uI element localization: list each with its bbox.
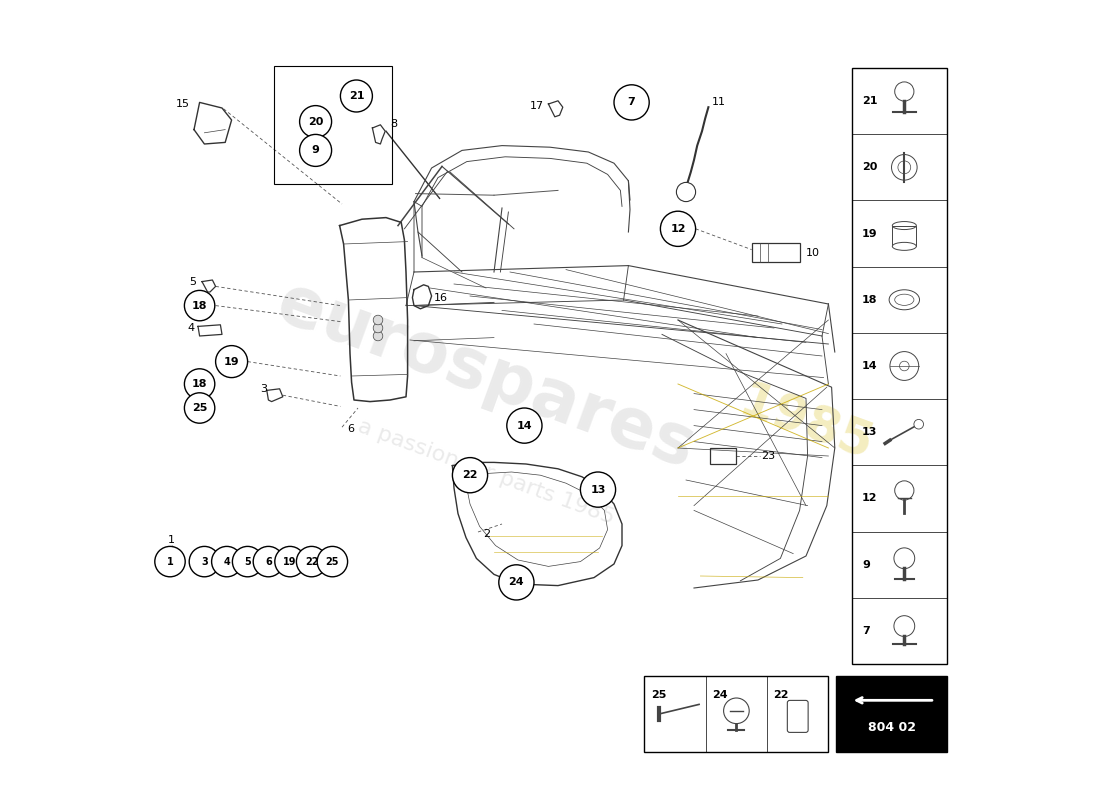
Text: 7: 7: [862, 626, 870, 636]
Text: 10: 10: [806, 248, 820, 258]
Text: 23: 23: [761, 451, 776, 461]
Circle shape: [185, 290, 214, 321]
Text: 24: 24: [508, 578, 525, 587]
Text: 4: 4: [223, 557, 230, 566]
Text: 2: 2: [483, 530, 490, 539]
Circle shape: [275, 546, 305, 577]
Circle shape: [890, 351, 918, 380]
Text: 12: 12: [670, 224, 685, 234]
Ellipse shape: [894, 294, 914, 306]
Text: 22: 22: [462, 470, 477, 480]
Circle shape: [498, 565, 534, 600]
Circle shape: [216, 346, 248, 378]
Text: 25: 25: [326, 557, 339, 566]
Circle shape: [373, 323, 383, 333]
Text: 4: 4: [188, 323, 195, 333]
Ellipse shape: [889, 290, 920, 310]
Text: 8: 8: [390, 119, 397, 129]
Text: 25: 25: [191, 403, 207, 413]
Circle shape: [914, 419, 924, 429]
Circle shape: [296, 546, 327, 577]
Circle shape: [155, 546, 185, 577]
Circle shape: [185, 369, 214, 399]
Text: 16: 16: [434, 293, 448, 302]
Text: 9: 9: [862, 560, 870, 570]
Circle shape: [900, 362, 909, 371]
Circle shape: [189, 546, 220, 577]
Circle shape: [507, 408, 542, 443]
Text: 14: 14: [517, 421, 532, 430]
Circle shape: [340, 80, 373, 112]
Text: 13: 13: [591, 485, 606, 494]
Text: 22: 22: [773, 690, 789, 700]
Text: 21: 21: [349, 91, 364, 101]
Text: 1985: 1985: [733, 378, 880, 470]
Ellipse shape: [892, 242, 916, 250]
Text: 13: 13: [862, 427, 878, 438]
Text: 6: 6: [346, 424, 354, 434]
Text: 9: 9: [311, 146, 319, 155]
Circle shape: [660, 211, 695, 246]
Text: 20: 20: [308, 117, 323, 126]
Text: 804 02: 804 02: [868, 721, 915, 734]
Text: 11: 11: [712, 98, 726, 107]
Circle shape: [373, 331, 383, 341]
Text: 1: 1: [166, 557, 174, 566]
Circle shape: [211, 546, 242, 577]
Text: 7: 7: [628, 98, 636, 107]
Text: 14: 14: [862, 361, 878, 371]
Text: 18: 18: [191, 379, 207, 389]
Circle shape: [724, 698, 749, 723]
Circle shape: [894, 82, 914, 101]
Text: 15: 15: [176, 99, 190, 109]
Text: 5: 5: [244, 557, 251, 566]
Text: 24: 24: [712, 690, 728, 700]
Circle shape: [891, 154, 917, 180]
Text: 18: 18: [862, 294, 878, 305]
Text: 3: 3: [201, 557, 208, 566]
Text: 19: 19: [223, 357, 240, 366]
Circle shape: [452, 458, 487, 493]
Ellipse shape: [892, 222, 916, 230]
FancyBboxPatch shape: [836, 676, 947, 752]
Text: 21: 21: [862, 96, 878, 106]
Circle shape: [894, 548, 915, 569]
Text: 20: 20: [862, 162, 878, 172]
Text: eurospares: eurospares: [268, 270, 704, 482]
Circle shape: [676, 182, 695, 202]
Text: 5: 5: [189, 277, 197, 286]
Circle shape: [232, 546, 263, 577]
Circle shape: [894, 481, 914, 500]
Circle shape: [253, 546, 284, 577]
Text: 12: 12: [862, 494, 878, 503]
Circle shape: [581, 472, 616, 507]
Circle shape: [185, 393, 214, 423]
Circle shape: [898, 161, 911, 174]
Circle shape: [299, 134, 331, 166]
Text: 1: 1: [167, 535, 175, 545]
Text: 25: 25: [651, 690, 667, 700]
Text: 3: 3: [260, 384, 267, 394]
Circle shape: [299, 106, 331, 138]
Text: a passion for parts 1985: a passion for parts 1985: [355, 416, 617, 528]
Circle shape: [373, 315, 383, 325]
Circle shape: [317, 546, 348, 577]
Text: 19: 19: [862, 229, 878, 238]
Text: 17: 17: [529, 101, 543, 110]
Text: 6: 6: [265, 557, 272, 566]
Text: 22: 22: [305, 557, 318, 566]
Circle shape: [614, 85, 649, 120]
Text: 19: 19: [284, 557, 297, 566]
Text: 18: 18: [191, 301, 207, 310]
Circle shape: [894, 616, 915, 637]
